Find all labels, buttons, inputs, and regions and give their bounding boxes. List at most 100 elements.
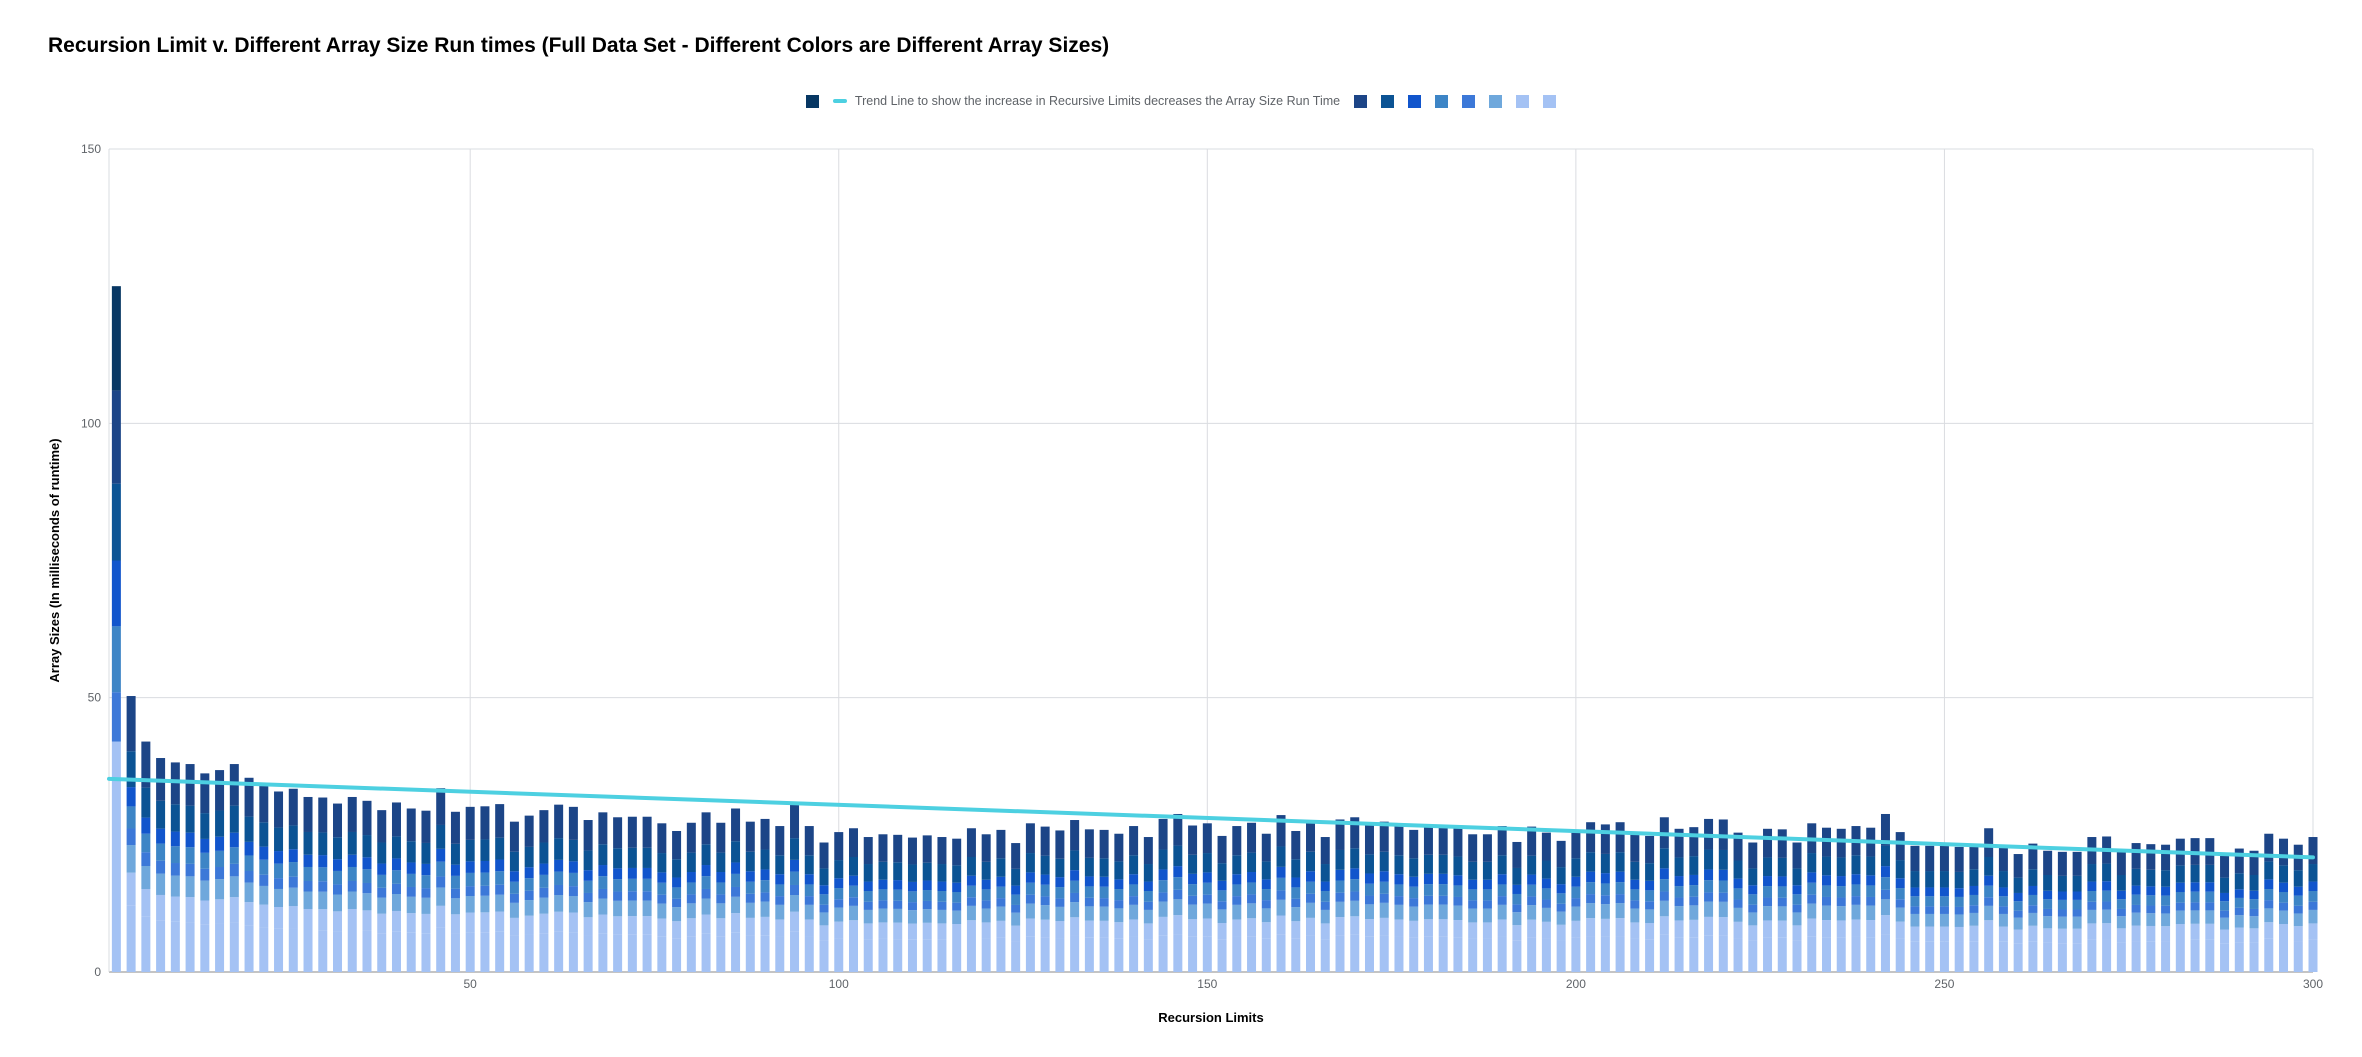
legend-swatch-series-3 <box>1381 94 1395 108</box>
bar-42-series-3 <box>406 896 416 914</box>
bar-28-series-8 <box>303 796 313 832</box>
bar-84-series-6 <box>716 872 726 883</box>
bar-262-series-4 <box>2028 905 2038 913</box>
bar-100-series-3 <box>834 907 844 922</box>
bar-54-series-1 <box>495 931 505 972</box>
bar-154-series-8 <box>1232 826 1242 856</box>
bar-116-series-7 <box>952 865 962 883</box>
bar-218-series-2 <box>1704 916 1714 936</box>
bar-276-series-6 <box>2131 885 2141 895</box>
bar-294-series-3 <box>2264 908 2274 923</box>
bar-108-series-5 <box>893 889 903 901</box>
bar-202-series-5 <box>1586 882 1596 895</box>
bar-54-series-5 <box>495 871 505 885</box>
bar-242-series-8 <box>1880 813 1890 846</box>
bar-86-series-4 <box>731 886 741 897</box>
bar-76-series-7 <box>657 853 667 873</box>
bar-286-series-7 <box>2205 864 2215 883</box>
bar-190-series-6 <box>1497 874 1507 885</box>
legend: Trend Line to show the increase in Recur… <box>0 90 2362 112</box>
bar-208-series-5 <box>1630 889 1640 901</box>
bar-178-series-8 <box>1409 829 1419 859</box>
bar-122-series-3 <box>996 906 1006 921</box>
bar-116-series-3 <box>952 910 962 925</box>
bar-252-series-8 <box>1954 846 1964 872</box>
bar-86-series-2 <box>731 913 741 933</box>
bar-46-series-5 <box>436 861 446 877</box>
bar-300-series-7 <box>2308 864 2318 882</box>
bar-242-series-1 <box>1880 934 1890 972</box>
bar-240-series-3 <box>1866 905 1876 921</box>
bar-130-series-3 <box>1055 906 1065 922</box>
bar-236-series-5 <box>1836 886 1846 898</box>
bar-296-series-3 <box>2279 910 2289 925</box>
bar-10-series-4 <box>170 863 180 876</box>
bar-166-series-5 <box>1320 891 1330 902</box>
bar-180-series-4 <box>1423 895 1433 905</box>
bar-20-series-7 <box>244 816 254 842</box>
bar-216-series-6 <box>1689 874 1699 886</box>
bar-18-series-3 <box>229 876 239 898</box>
bar-202-series-2 <box>1586 918 1596 937</box>
bar-126-series-4 <box>1025 894 1035 904</box>
bar-64-series-5 <box>568 872 578 887</box>
bar-280-series-1 <box>2161 941 2171 972</box>
bar-56-series-2 <box>509 917 519 936</box>
bar-252-series-2 <box>1954 926 1964 942</box>
bar-196-series-4 <box>1541 899 1551 908</box>
bar-260-series-1 <box>2013 943 2023 972</box>
bar-160-series-6 <box>1276 866 1286 878</box>
bar-266-series-1 <box>2057 943 2067 972</box>
bar-148-series-7 <box>1188 854 1198 874</box>
bar-164-series-2 <box>1306 917 1316 936</box>
bar-192-series-7 <box>1512 867 1522 885</box>
bar-122-series-7 <box>996 858 1006 877</box>
bar-92-series-3 <box>775 904 785 920</box>
bar-218-series-1 <box>1704 935 1714 972</box>
bar-174-series-6 <box>1379 871 1389 882</box>
bar-112-series-4 <box>922 900 932 910</box>
bar-194-series-5 <box>1527 884 1537 897</box>
bar-104-series-4 <box>863 901 873 910</box>
bar-174-series-8 <box>1379 821 1389 852</box>
bar-148-series-5 <box>1188 884 1198 896</box>
bar-150-series-5 <box>1202 882 1212 895</box>
bar-94-series-1 <box>790 931 800 972</box>
bar-154-series-6 <box>1232 874 1242 885</box>
legend-swatch-series-9 <box>1543 94 1557 108</box>
bar-200-series-2 <box>1571 920 1581 938</box>
bar-68-series-7 <box>598 844 608 866</box>
bar-264-series-5 <box>2043 899 2053 909</box>
bar-146-series-1 <box>1173 934 1183 972</box>
bar-16-series-3 <box>215 879 225 900</box>
bar-8-series-7 <box>156 800 166 829</box>
bar-28-series-4 <box>303 880 313 892</box>
bar-66-series-5 <box>583 880 593 893</box>
bar-48-series-7 <box>450 843 460 865</box>
bar-188-series-7 <box>1482 861 1492 880</box>
bar-102-series-5 <box>848 885 858 898</box>
bar-220-series-2 <box>1718 917 1728 936</box>
bar-130-series-8 <box>1055 830 1065 859</box>
bar-98-series-7 <box>819 868 829 886</box>
bar-186-series-4 <box>1468 900 1478 909</box>
bar-88-series-5 <box>745 881 755 894</box>
bar-190-series-5 <box>1497 884 1507 897</box>
bar-34-series-6 <box>347 854 357 867</box>
bar-216-series-5 <box>1689 885 1699 897</box>
bar-36-series-6 <box>362 857 372 870</box>
bar-102-series-7 <box>848 856 858 876</box>
bar-162-series-8 <box>1291 830 1301 860</box>
bar-256-series-7 <box>1984 856 1994 876</box>
bar-110-series-7 <box>907 864 917 882</box>
bar-232-series-1 <box>1807 936 1817 972</box>
bar-250-series-4 <box>1939 906 1949 914</box>
bar-94-series-7 <box>790 838 800 860</box>
bar-272-series-5 <box>2102 890 2112 902</box>
bar-52-series-3 <box>480 895 490 913</box>
bar-252-series-7 <box>1954 871 1964 889</box>
bar-218-series-5 <box>1704 880 1714 893</box>
bar-72-series-6 <box>627 867 637 879</box>
bar-284-series-4 <box>2190 902 2200 911</box>
bar-232-series-4 <box>1807 894 1817 904</box>
